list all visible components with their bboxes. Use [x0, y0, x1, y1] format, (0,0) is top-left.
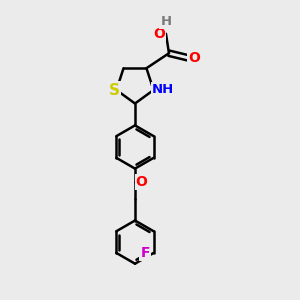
- Text: O: O: [153, 27, 165, 41]
- Text: F: F: [141, 246, 150, 260]
- Text: O: O: [188, 51, 200, 65]
- Text: H: H: [160, 15, 172, 28]
- Text: O: O: [136, 175, 148, 189]
- Text: S: S: [109, 82, 120, 98]
- Text: NH: NH: [152, 83, 174, 96]
